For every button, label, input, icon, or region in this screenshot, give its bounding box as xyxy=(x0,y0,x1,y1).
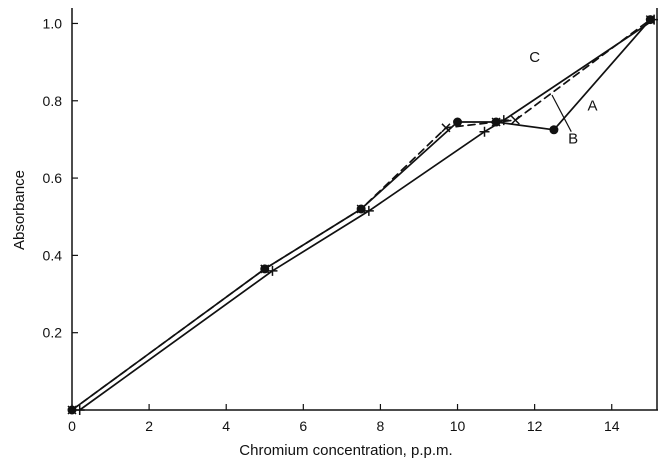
y-axis-title: Absorbance xyxy=(11,170,28,250)
data-point-b xyxy=(260,264,270,274)
data-point-b xyxy=(441,123,451,133)
data-point-a xyxy=(453,117,463,127)
x-ticks: 0 2 4 6 8 10 12 14 xyxy=(68,404,620,434)
curve-label-a: A xyxy=(587,97,597,114)
x-tick-label: 12 xyxy=(527,418,543,434)
data-point-b xyxy=(510,115,520,125)
plot-frame xyxy=(71,8,658,411)
y-ticks: 0.2 0.4 0.6 0.8 1.0 xyxy=(43,15,78,341)
data-point-a xyxy=(549,125,559,135)
series-lines xyxy=(71,18,655,411)
x-axis-title: Chromium concentration, p.p.m. xyxy=(239,442,452,459)
curve-label-b: B xyxy=(568,130,578,147)
y-tick-label: 0.8 xyxy=(43,93,63,109)
markers xyxy=(67,14,658,415)
x-tick-label: 0 xyxy=(68,418,76,434)
x-tick-label: 2 xyxy=(145,418,153,434)
y-tick-label: 0.2 xyxy=(43,325,63,341)
y-tick-label: 0.4 xyxy=(43,247,63,263)
data-point-c xyxy=(479,126,490,137)
y-tick-label: 1.0 xyxy=(43,15,63,31)
data-point-c xyxy=(363,205,374,216)
x-tick-label: 6 xyxy=(299,418,307,434)
y-tick-label: 0.6 xyxy=(43,170,63,186)
curve-label-leader-line xyxy=(551,94,572,132)
data-point-b xyxy=(67,405,77,415)
x-tick-label: 14 xyxy=(604,418,620,434)
x-tick-label: 8 xyxy=(377,418,385,434)
series-line-c xyxy=(78,18,655,411)
annotations: AB C xyxy=(529,49,597,147)
data-point-c xyxy=(649,14,658,25)
data-point-c xyxy=(498,115,509,126)
data-point-b xyxy=(491,117,501,127)
curve-label-c: C xyxy=(529,49,540,66)
x-tick-label: 4 xyxy=(222,418,230,434)
data-point-c xyxy=(267,265,278,276)
x-tick-label: 10 xyxy=(450,418,466,434)
data-point-b xyxy=(356,204,366,214)
data-point-c xyxy=(74,405,85,415)
